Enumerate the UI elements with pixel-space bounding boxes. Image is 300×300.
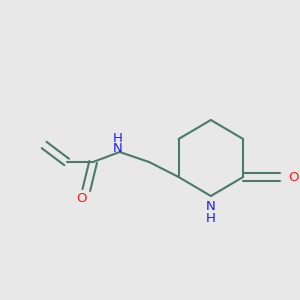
Text: N: N [206, 200, 216, 213]
Text: H: H [113, 131, 123, 145]
Text: O: O [76, 191, 87, 205]
Text: N: N [113, 142, 123, 155]
Text: H: H [206, 212, 216, 225]
Text: O: O [288, 170, 299, 184]
